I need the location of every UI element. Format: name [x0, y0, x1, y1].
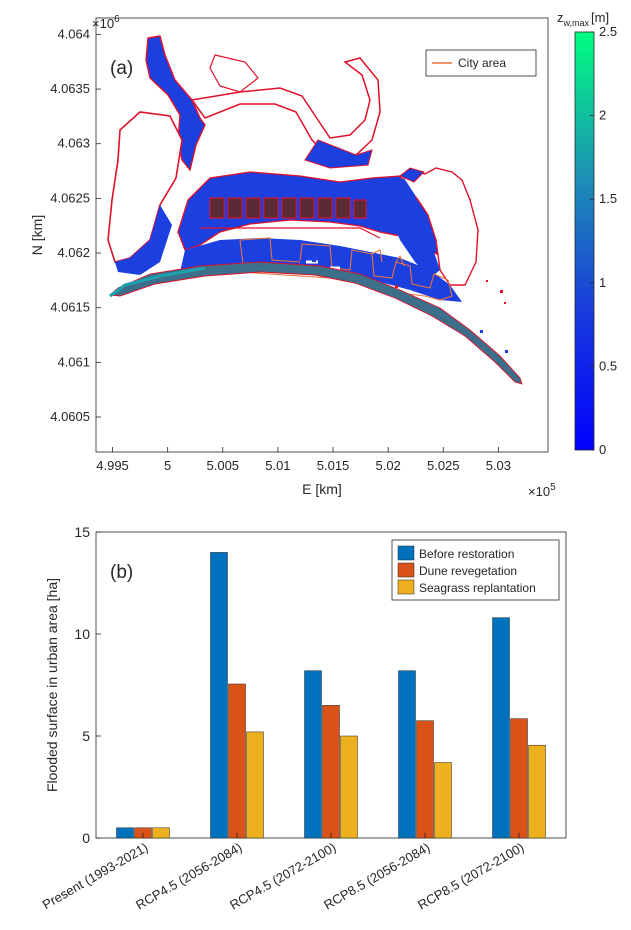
- map-y-tick-label: 4.061: [57, 354, 90, 369]
- city-area-legend-label: City area: [458, 56, 506, 70]
- bar-before-restoration-3: [398, 670, 416, 839]
- bar-x-tick-labels: Present (1993-2021)RCP4.5 (2056-2084)RCP…: [40, 833, 527, 913]
- y-exponent: ×106: [92, 14, 120, 31]
- bar-y-tick-label: 15: [74, 524, 90, 540]
- colorbar-tick-label: 0: [599, 442, 606, 457]
- legend-swatch-seagrass-replantation: [397, 579, 415, 595]
- colorbar-tick-label: 1.5: [599, 191, 617, 206]
- map-y-tick-label: 4.062: [57, 245, 90, 260]
- colorbar-tick-label: 0.5: [599, 358, 617, 373]
- map-y-tick-label: 4.0635: [50, 81, 90, 96]
- legend-label-seagrass-replantation: Seagrass replantation: [419, 581, 536, 595]
- bar-y-tick-label: 0: [82, 830, 90, 846]
- map-x-axis-label: E [km]: [302, 481, 342, 497]
- bar-dune-revegetation-3: [416, 720, 434, 839]
- bar-dune-revegetation-1: [228, 683, 246, 839]
- map-y-tick-label: 4.063: [57, 136, 90, 151]
- city-blocks: [209, 197, 367, 219]
- map-x-tick-label: 5.005: [207, 458, 240, 473]
- bar-seagrass-replantation-3: [434, 762, 452, 839]
- map-y-axis-label: N [km]: [29, 215, 45, 255]
- map-legend: City area: [425, 49, 537, 77]
- map-x-tick-label: 4.995: [96, 458, 129, 473]
- panel-a-label: (a): [110, 58, 133, 79]
- map-y-tick-label: 4.0625: [50, 190, 90, 205]
- panel-a: 4.995 5 5.005 5.01 5.015 5.02 5.025 5.03 4.064 4.…: [29, 10, 617, 499]
- bar-before-restoration-4: [492, 617, 510, 839]
- colorbar-tick-label: 1: [599, 275, 606, 290]
- map-x-tick-label: 5: [164, 458, 171, 473]
- flood-east-marsh: [388, 178, 440, 278]
- bar-before-restoration-0: [116, 827, 134, 839]
- colorbar: 2.5 2 1.5 1 0.5 0 zw,max [m]: [557, 10, 617, 457]
- flood-channel-west: [145, 35, 206, 172]
- flood-pond: [209, 54, 259, 93]
- map-x-tick-label: 5.01: [265, 458, 290, 473]
- bar-y-ticks: 0 5 10 15: [74, 524, 101, 846]
- bar-dune-revegetation-2: [322, 705, 340, 839]
- flood-channel-mid: [304, 139, 373, 169]
- bar-before-restoration-1: [210, 552, 228, 839]
- map-x-tick-label: 5.025: [427, 458, 460, 473]
- legend-swatch-dune-revegetation: [397, 562, 415, 578]
- legend-label-dune-revegetation: Dune revegetation: [419, 564, 517, 578]
- colorbar-tick-label: 2: [599, 108, 606, 123]
- bar-seagrass-replantation-2: [340, 735, 358, 839]
- panel-b: 0 5 10 15 Present (1993-2021)RCP4.5 (2056-2…: [40, 524, 567, 913]
- map-y-tick-label: 4.0605: [50, 409, 90, 424]
- bar-legend-box: [391, 539, 560, 601]
- bar-y-tick-label: 5: [82, 728, 90, 744]
- bar-x-tick-label: RCP8.5 (2072-2100): [415, 840, 526, 913]
- colorbar-tick-label: 2.5: [599, 24, 617, 39]
- map-x-tick-label: 5.02: [375, 458, 400, 473]
- map-x-tick-label: 5.03: [486, 458, 511, 473]
- map-y-tick-label: 4.0615: [50, 300, 90, 315]
- bar-before-restoration-2: [304, 670, 322, 839]
- panel-b-label: (b): [110, 562, 133, 583]
- city-street: [200, 227, 381, 239]
- bar-seagrass-replantation-4: [528, 744, 546, 839]
- map-y-tick-label: 4.064: [57, 26, 90, 41]
- colorbar-title: zw,max [m]: [557, 10, 609, 28]
- bar-y-axis-label: Flooded surface in urban area [ha]: [44, 578, 60, 792]
- flood-speckles: [140, 256, 508, 353]
- flood-map: [107, 35, 523, 385]
- legend-label-before-restoration: Before restoration: [419, 547, 514, 561]
- x-exponent: ×105: [528, 482, 556, 499]
- coastline: [108, 261, 523, 385]
- red-speckles: [395, 280, 506, 304]
- map-ticks: 4.995 5 5.005 5.01 5.015 5.02 5.025 5.03 4.064 4.…: [50, 26, 511, 473]
- flood-lobe-east: [398, 167, 479, 286]
- flood-west-marsh: [108, 205, 172, 275]
- colorbar-scale: [574, 31, 595, 451]
- bar-y-tick-label: 10: [74, 626, 90, 642]
- bar-dune-revegetation-4: [510, 718, 528, 839]
- bar-seagrass-replantation-1: [246, 731, 264, 839]
- bars: [116, 552, 546, 839]
- bar-seagrass-replantation-0: [152, 827, 170, 839]
- bar-legend: Before restoration Dune revegetation Sea…: [391, 539, 560, 601]
- legend-swatch-before-restoration: [397, 545, 415, 561]
- colorbar-ticks: 2.5 2 1.5 1 0.5 0: [590, 24, 617, 457]
- flood-channel-north: [190, 57, 381, 159]
- map-x-tick-label: 5.015: [317, 458, 350, 473]
